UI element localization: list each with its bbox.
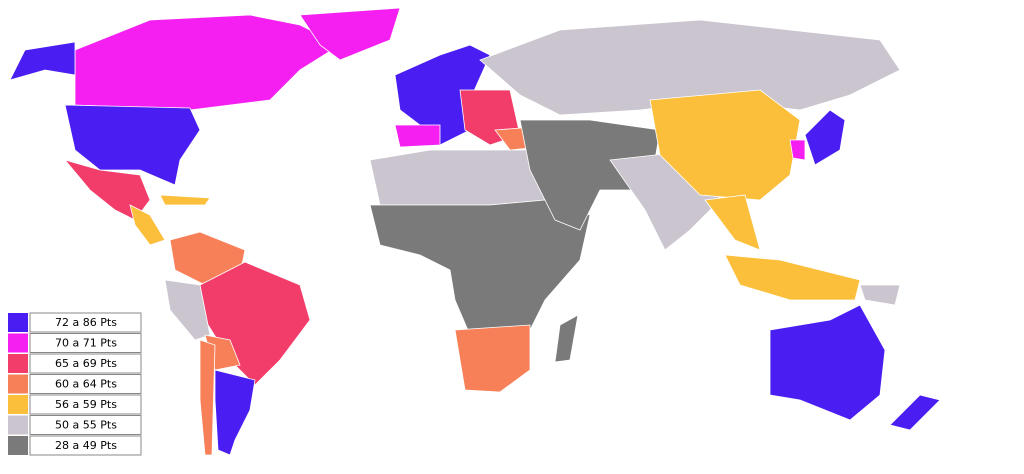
legend: 72 a 86 Pts 70 a 71 Pts 65 a 69 Pts 60 a 64… [8, 312, 142, 456]
country [479, 19, 901, 116]
legend-label: 72 a 86 Pts [55, 316, 117, 329]
legend-label: 70 a 71 Pts [55, 337, 117, 350]
country [454, 324, 531, 393]
country [859, 284, 901, 306]
country [724, 254, 861, 301]
legend-label: 50 a 55 Pts [55, 419, 117, 432]
country [64, 104, 201, 186]
legend-swatch [8, 354, 28, 373]
country [63, 159, 151, 221]
legend-label-box [29, 353, 142, 374]
countries [9, 7, 941, 456]
legend-label-box [29, 333, 142, 353]
country [519, 119, 661, 231]
legend-label: 28 a 49 Pts [55, 439, 117, 452]
legend-swatch [8, 313, 28, 332]
legend-swatch [8, 395, 28, 414]
country [369, 149, 546, 206]
legend-swatch [8, 333, 28, 353]
legend-label-box [29, 374, 142, 394]
country [129, 204, 166, 246]
country [769, 304, 886, 421]
country [214, 369, 256, 456]
legend-label-box [29, 415, 142, 435]
country [159, 194, 211, 206]
legend-swatch [8, 436, 28, 455]
legend-swatch [8, 415, 28, 435]
country [199, 339, 216, 456]
country [889, 394, 941, 431]
legend-label-box [29, 312, 142, 333]
legend-label-box [29, 394, 142, 415]
legend-label: 65 a 69 Pts [55, 357, 117, 370]
country [554, 314, 579, 363]
legend-swatch [8, 374, 28, 394]
country [804, 109, 846, 166]
legend-label-box [29, 435, 142, 456]
legend-label: 56 a 59 Pts [55, 398, 117, 411]
country [704, 194, 761, 251]
country [9, 41, 76, 81]
country [394, 124, 441, 148]
country [164, 279, 211, 341]
country [299, 7, 401, 61]
country [789, 139, 806, 161]
legend-label: 60 a 64 Pts [55, 378, 117, 391]
country [649, 89, 801, 201]
